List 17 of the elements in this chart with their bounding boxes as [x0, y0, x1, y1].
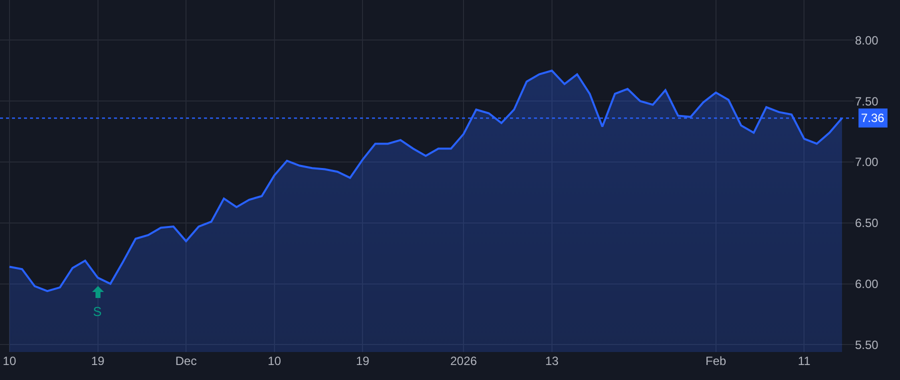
x-tick-label: 19 [91, 354, 105, 368]
ref-line-label: 7.36 [861, 111, 885, 125]
x-tick-label: 10 [2, 354, 16, 368]
x-tick-label: Feb [706, 354, 727, 368]
x-tick-label: Dec [175, 354, 197, 368]
y-tick-label: 7.00 [855, 155, 879, 170]
y-tick-label: 6.00 [855, 276, 879, 291]
x-tick-label: 11 [798, 354, 811, 368]
y-tick-label: 8.00 [855, 33, 879, 48]
y-tick-label: 5.50 [855, 338, 879, 352]
annotation: S [93, 304, 102, 319]
y-tick-label: 6.50 [855, 216, 879, 230]
y-tick-label: 7.50 [855, 94, 879, 108]
x-tick-label: 10 [268, 354, 282, 368]
x-tick-label: 2026 [450, 354, 478, 368]
x-tick-label: 19 [356, 354, 370, 368]
x-tick-label: 13 [545, 354, 559, 368]
